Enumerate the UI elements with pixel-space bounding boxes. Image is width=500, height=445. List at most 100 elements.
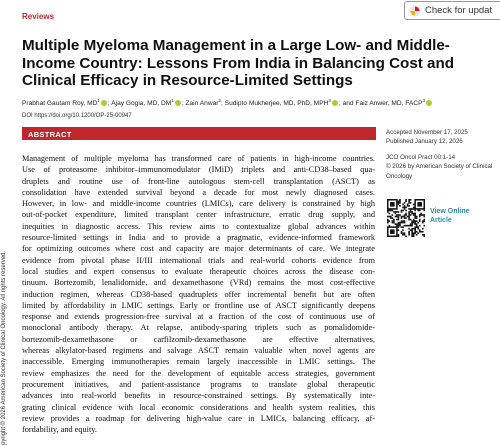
qr-module bbox=[403, 202, 406, 204]
qr-module bbox=[397, 221, 400, 224]
qr-module bbox=[394, 215, 397, 218]
abstract-line: local studies and expert consensus to ev… bbox=[22, 266, 375, 276]
qr-module bbox=[423, 215, 425, 218]
qr-module bbox=[399, 221, 401, 224]
qr-module bbox=[399, 205, 401, 207]
qr-module bbox=[402, 229, 404, 232]
qr-module bbox=[411, 212, 413, 215]
qr-module bbox=[412, 221, 415, 224]
author-name: Prabhat Gautam Roy, MD bbox=[22, 100, 98, 108]
abstract-line: procurement initiatives, and patient-ass… bbox=[22, 379, 375, 389]
qr-module bbox=[406, 224, 409, 227]
qr-module bbox=[399, 199, 401, 201]
qr-module bbox=[409, 229, 412, 232]
qr-module bbox=[403, 214, 406, 216]
qr-module bbox=[414, 220, 416, 222]
abstract-line: out-of-pocket expenditure, limited trans… bbox=[22, 210, 375, 220]
qr-module bbox=[411, 230, 413, 233]
qr-module bbox=[397, 224, 400, 227]
qr-module bbox=[405, 224, 407, 227]
abstract-line: druplets and routine use of front-line a… bbox=[22, 176, 375, 186]
qr-module bbox=[414, 223, 416, 225]
view-online-link[interactable]: View Online Article bbox=[430, 208, 470, 224]
qr-module bbox=[420, 230, 423, 233]
qr-module bbox=[423, 224, 425, 227]
qr-module bbox=[408, 227, 410, 230]
qr-module bbox=[414, 227, 416, 230]
qr-module bbox=[409, 209, 412, 212]
qr-module bbox=[400, 209, 403, 212]
qr-module bbox=[397, 211, 400, 213]
abstract-line: response and extends progression-free su… bbox=[22, 312, 375, 322]
qr-module bbox=[418, 229, 421, 232]
qr-module bbox=[411, 227, 413, 230]
author-affiliation: 1 bbox=[97, 98, 100, 103]
qr-module bbox=[405, 209, 407, 212]
qr-module bbox=[400, 217, 403, 219]
qr-module bbox=[403, 217, 406, 219]
qr-module bbox=[412, 220, 415, 222]
abstract-line: limited by affordability in LMIC setting… bbox=[22, 300, 375, 310]
abstract-line: fordability, and equity. bbox=[22, 425, 97, 435]
qr-module bbox=[400, 211, 403, 213]
qr-module bbox=[396, 214, 398, 216]
qr-module bbox=[387, 209, 389, 212]
qr-module bbox=[397, 235, 400, 237]
qr-module bbox=[420, 214, 423, 216]
qr-module bbox=[393, 220, 395, 222]
qr-module bbox=[391, 209, 394, 212]
qr-module bbox=[400, 215, 403, 218]
qr-module bbox=[414, 215, 416, 218]
qr-module bbox=[408, 230, 410, 233]
author-name: Ajay Gogia, MD, DM bbox=[111, 100, 172, 108]
abstract-line: monoclonal antibody therapy. At relapse,… bbox=[22, 323, 375, 333]
qr-module bbox=[402, 226, 404, 228]
qr-module bbox=[396, 215, 398, 218]
qr-module bbox=[423, 218, 425, 221]
qr-module bbox=[411, 221, 413, 224]
abstract-line: Use of proteasome inhibitor–immunomodula… bbox=[22, 165, 375, 175]
qr-module bbox=[412, 214, 415, 216]
qr-module bbox=[409, 208, 412, 210]
abstract-line: bortezomib-dexamethasone or carfilzomib-… bbox=[22, 334, 375, 344]
qr-module bbox=[411, 223, 413, 225]
qr-module bbox=[414, 232, 416, 235]
qr-module bbox=[397, 202, 400, 204]
author-affiliation: 2 bbox=[218, 98, 221, 103]
qr-module bbox=[414, 209, 416, 212]
article-meta: Accepted November 17, 2025 Published Jan… bbox=[386, 128, 496, 181]
qr-module bbox=[411, 220, 413, 222]
qr-module bbox=[403, 208, 406, 210]
qr-module bbox=[402, 232, 404, 235]
qr-module bbox=[402, 220, 404, 222]
qr-module bbox=[405, 206, 407, 209]
qr-code[interactable] bbox=[387, 199, 425, 237]
qr-module bbox=[400, 221, 403, 224]
qr-module bbox=[408, 200, 410, 203]
check-updates-badge[interactable]: Check for updat bbox=[404, 1, 500, 20]
qr-module bbox=[402, 215, 404, 218]
qr-module bbox=[418, 230, 421, 233]
qr-module bbox=[412, 235, 415, 237]
qr-module bbox=[417, 226, 420, 228]
qr-module bbox=[387, 218, 389, 221]
abstract-body: Management of multiple myeloma has trans… bbox=[22, 153, 375, 435]
doi[interactable]: DOI https://doi.org/10.1200/OP-25-00947 bbox=[22, 113, 132, 119]
qr-module bbox=[402, 206, 404, 209]
qr-module bbox=[390, 217, 392, 219]
qr-module bbox=[414, 229, 416, 232]
qr-module bbox=[412, 218, 415, 221]
qr-module bbox=[421, 227, 424, 230]
qr-module bbox=[403, 220, 406, 222]
qr-module bbox=[412, 233, 415, 236]
qr-module bbox=[402, 233, 404, 236]
qr-module bbox=[408, 211, 410, 213]
qr-module bbox=[408, 218, 410, 221]
abstract-bar bbox=[22, 127, 376, 140]
qr-module bbox=[421, 220, 424, 222]
qr-module bbox=[421, 214, 424, 216]
qr-module bbox=[408, 205, 410, 207]
abstract-line: inequities in diagnostic access. This re… bbox=[22, 221, 375, 231]
qr-module bbox=[415, 224, 418, 227]
